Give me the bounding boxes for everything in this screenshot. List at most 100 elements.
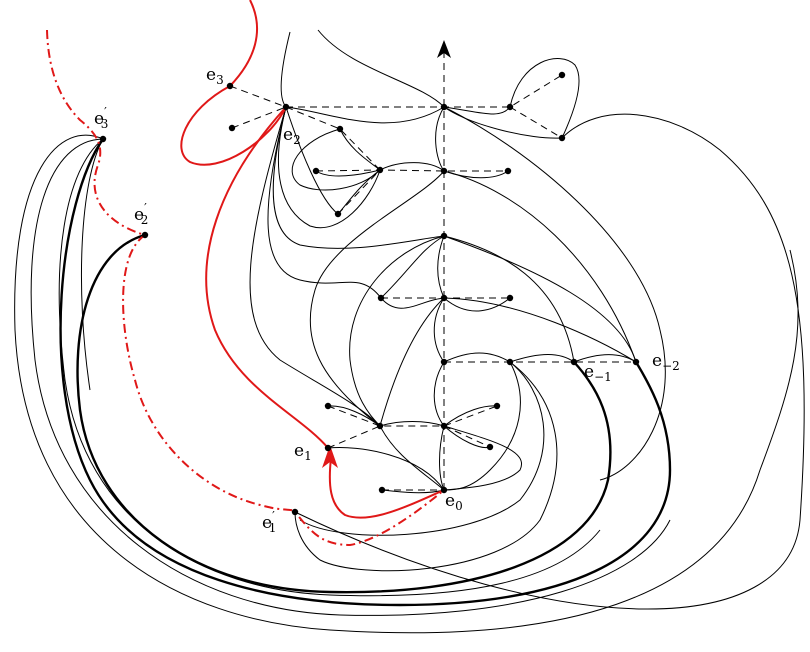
- vertex: [377, 294, 385, 302]
- curve: [315, 169, 381, 177]
- vertex: [440, 232, 448, 240]
- curve: [381, 489, 445, 494]
- vertex-e1-prime: [291, 508, 299, 516]
- curve: [443, 106, 563, 139]
- curve: [294, 113, 805, 610]
- curve: [437, 235, 445, 299]
- curve: [443, 297, 511, 312]
- curve: [379, 425, 445, 491]
- curve: [299, 361, 545, 536]
- dashed-edge: [231, 106, 287, 129]
- vertex: [506, 358, 514, 366]
- dashed-edge: [229, 85, 381, 171]
- vertex: [440, 294, 448, 302]
- vertex: [558, 71, 566, 79]
- curve: [337, 169, 381, 215]
- curve: [285, 106, 339, 215]
- curve: [272, 106, 445, 249]
- vertex: [378, 486, 386, 494]
- vertex: [486, 443, 494, 451]
- vertex-e3-prime: [99, 135, 107, 143]
- curve: [443, 297, 637, 363]
- curve: [379, 297, 445, 427]
- curve: [294, 361, 558, 572]
- curve: [509, 58, 580, 139]
- vertex: [324, 402, 332, 410]
- vertex: [558, 134, 566, 142]
- arrow-head-icon: [437, 40, 451, 58]
- vertex: [228, 124, 236, 132]
- curve: [309, 170, 445, 427]
- thick-curves: [59, 138, 672, 607]
- red-dashdot-curve: [46, 29, 445, 547]
- vertex: [334, 210, 342, 218]
- vertex: [376, 166, 384, 174]
- dashed-edge: [337, 169, 381, 215]
- vertex-e3: [226, 82, 234, 90]
- curve: [435, 106, 445, 172]
- vertex: [440, 103, 448, 111]
- red-curve-e0-e1: [328, 457, 445, 519]
- label-e2-prime: e′ 2: [134, 201, 148, 227]
- vertex-e0: [440, 486, 448, 494]
- curve: [443, 361, 521, 491]
- label-e3-prime: e′ 3: [94, 105, 108, 131]
- label-e1: e1: [294, 441, 312, 463]
- curve: [443, 170, 637, 363]
- curve: [380, 297, 445, 309]
- vertex-e2-prime: [141, 231, 149, 239]
- curve: [443, 405, 498, 427]
- vertex: [493, 402, 501, 410]
- labels: e3 e2 e1 e0 e−1 e−2 e′ 3 e′ 2 e′ 1: [94, 65, 680, 535]
- curve: [379, 162, 445, 172]
- vertex-e2: [282, 103, 290, 111]
- curve: [81, 138, 104, 391]
- thick-curve: [59, 138, 672, 607]
- curve: [433, 361, 445, 427]
- curve: [349, 235, 445, 427]
- curve: [30, 138, 671, 616]
- label-e-minus1: e−1: [584, 362, 612, 384]
- vertex-e-minus2: [632, 358, 640, 366]
- label-e3: e3: [206, 65, 224, 87]
- red-curves: [46, 0, 445, 547]
- curve: [443, 235, 637, 363]
- curve: [285, 106, 445, 124]
- curve: [339, 128, 381, 171]
- vertex: [440, 422, 448, 430]
- vertex: [312, 167, 320, 175]
- curve: [379, 421, 445, 427]
- vertex-e-minus1: [570, 358, 578, 366]
- vertex: [506, 294, 514, 302]
- red-curve-e2-e1: [205, 106, 329, 449]
- label-e1-prime: e′ 1: [262, 509, 276, 535]
- curve: [277, 106, 381, 229]
- dashed-edge: [509, 106, 563, 139]
- vertex: [504, 167, 512, 175]
- curve: [443, 425, 523, 491]
- red-arrow-head-icon: [322, 445, 338, 468]
- curve: [443, 106, 666, 481]
- label-e2: e2: [283, 125, 301, 147]
- dashed-edge: [286, 74, 563, 108]
- vertex-e1: [324, 444, 332, 452]
- curve: [443, 170, 509, 179]
- curve: [380, 235, 445, 299]
- vertex: [440, 358, 448, 366]
- dashed-edge: [443, 425, 491, 448]
- curve: [280, 31, 291, 108]
- curve: [327, 447, 445, 491]
- curve: [249, 106, 381, 427]
- curve: [439, 425, 445, 491]
- dashed-edge: [327, 405, 498, 427]
- dashed-edge: [327, 425, 381, 449]
- vertex: [376, 422, 384, 430]
- thick-curve: [76, 233, 612, 594]
- vertices: [99, 71, 640, 516]
- red-curve-top: [180, 0, 287, 166]
- curve: [14, 134, 799, 634]
- vertex: [336, 125, 344, 133]
- curve: [443, 352, 511, 363]
- curve: [573, 354, 637, 363]
